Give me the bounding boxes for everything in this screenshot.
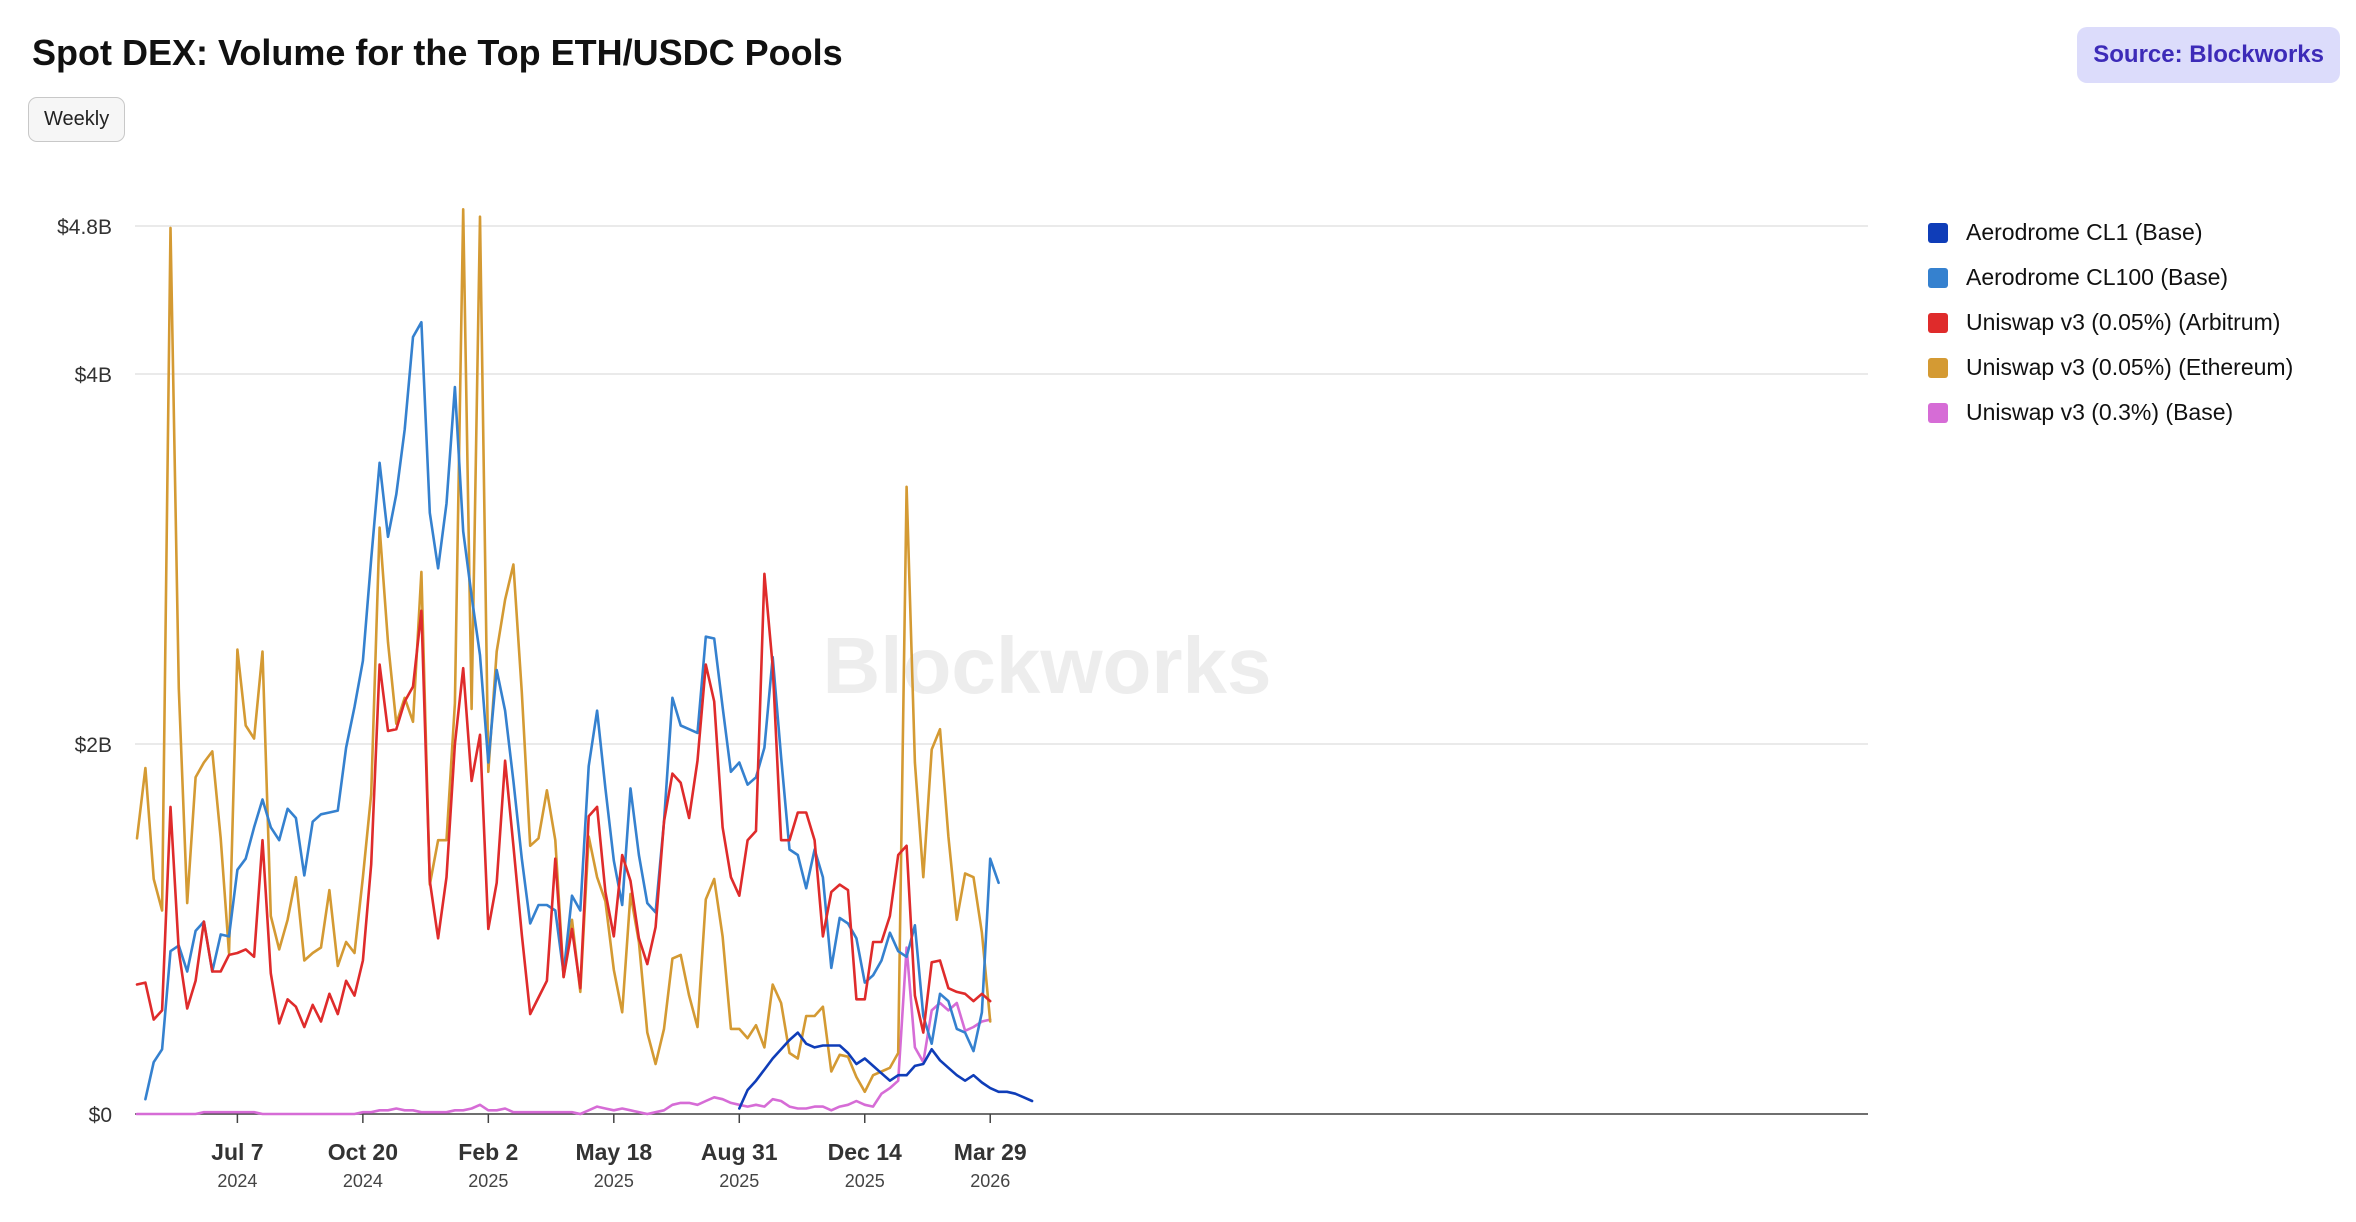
x-tick-label: Mar 29 — [954, 1139, 1027, 1165]
x-tick-year: 2024 — [343, 1171, 383, 1191]
x-tick-year: 2026 — [970, 1171, 1010, 1191]
x-tick-year: 2025 — [468, 1171, 508, 1191]
legend-swatch — [1928, 402, 1948, 423]
legend-swatch — [1928, 357, 1948, 378]
legend-label: Aerodrome CL1 (Base) — [1966, 219, 2203, 245]
series-line-5 — [135, 946, 992, 1116]
y-tick-label: $4B — [75, 364, 112, 387]
legend-label: Uniswap v3 (0.05%) (Ethereum) — [1966, 354, 2294, 380]
x-tick-year: 2025 — [845, 1171, 885, 1191]
page-title: Spot DEX: Volume for the Top ETH/USDC Po… — [32, 32, 843, 73]
source-badge: Source: Blockworks — [2077, 27, 2340, 83]
legend-label: Aerodrome CL100 (Base) — [1966, 264, 2229, 290]
legend-label: Uniswap v3 (0.05%) (Arbitrum) — [1966, 309, 2281, 335]
gridlines — [135, 225, 1868, 1115]
x-tick-year: 2024 — [217, 1171, 257, 1191]
x-tick-label: Dec 14 — [828, 1139, 902, 1165]
y-tick-label: $0 — [89, 1104, 112, 1127]
y-axis: $0 $2B $4B $4.8B — [57, 216, 112, 1127]
series-lines — [135, 208, 1034, 1116]
x-tick-label: Oct 20 — [328, 1139, 398, 1165]
x-tick-label: May 18 — [575, 1139, 652, 1165]
legend-item[interactable]: Uniswap v3 (0.3%) (Base) — [1928, 390, 2293, 435]
legend-item[interactable]: Aerodrome CL100 (Base) — [1928, 255, 2293, 300]
frequency-button[interactable]: Weekly — [28, 97, 126, 142]
series-line-1 — [737, 1031, 1034, 1110]
legend-swatch — [1928, 267, 1948, 288]
legend-swatch — [1928, 312, 1948, 333]
series-line-3 — [135, 572, 992, 1034]
x-tick-label: Feb 2 — [458, 1139, 518, 1165]
legend-item[interactable]: Uniswap v3 (0.05%) (Ethereum) — [1928, 345, 2293, 390]
x-tick-label: Jul 7 — [211, 1139, 263, 1165]
y-tick-label: $2B — [75, 734, 112, 757]
watermark: Blockworks — [822, 621, 1271, 710]
legend: Aerodrome CL1 (Base) Aerodrome CL100 (Bas… — [1928, 210, 2293, 435]
x-tick-year: 2025 — [594, 1171, 634, 1191]
legend-label: Uniswap v3 (0.3%) (Base) — [1966, 399, 2234, 425]
y-tick-label: $4.8B — [57, 216, 112, 239]
legend-item[interactable]: Aerodrome CL1 (Base) — [1928, 210, 2293, 255]
x-axis: Jul 7 2024 Oct 20 2024 Feb 2 2025 May 18 2025 Au… — [211, 1114, 1027, 1191]
legend-swatch — [1928, 222, 1948, 243]
legend-item[interactable]: Uniswap v3 (0.05%) (Arbitrum) — [1928, 300, 2293, 345]
x-tick-year: 2025 — [719, 1171, 759, 1191]
x-tick-label: Aug 31 — [701, 1139, 778, 1165]
series-line-2 — [144, 320, 1000, 1101]
